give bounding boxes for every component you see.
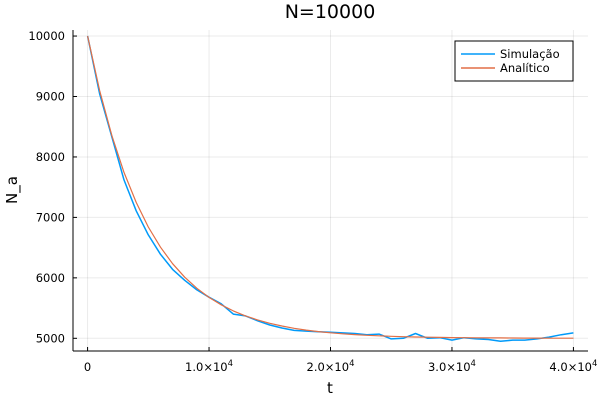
series-line-2 bbox=[87, 35, 574, 339]
y-tick-label: 5000 bbox=[36, 331, 65, 345]
x-tick-label: 1.0×104 bbox=[185, 359, 233, 374]
y-axis-label: N_a bbox=[3, 176, 22, 204]
y-tick-label: 9000 bbox=[36, 89, 65, 103]
x-tick-label: 0 bbox=[84, 360, 91, 374]
y-tick-label: 8000 bbox=[36, 150, 65, 164]
x-axis-label: t bbox=[327, 379, 333, 397]
legend-label: Analítico bbox=[500, 61, 550, 75]
x-axis-ticks: 0 1.0×104 2.0×104 3.0×104 4.0×104 bbox=[84, 347, 597, 374]
chart-title: N=10000 bbox=[285, 1, 376, 23]
y-axis-ticks: 5000 6000 7000 8000 9000 10000 bbox=[28, 29, 77, 345]
series-layer bbox=[86, 35, 574, 343]
y-tick-label: 7000 bbox=[36, 210, 65, 224]
x-tick-label: 4.0×104 bbox=[549, 359, 597, 374]
x-tick-label: 2.0×104 bbox=[307, 359, 355, 374]
y-tick-label: 6000 bbox=[36, 271, 65, 285]
x-tick-label: 3.0×104 bbox=[428, 359, 476, 374]
grid bbox=[73, 30, 588, 351]
legend-label: Simulação bbox=[500, 47, 560, 61]
y-tick-label: 10000 bbox=[28, 29, 65, 43]
legend-box bbox=[454, 40, 574, 82]
